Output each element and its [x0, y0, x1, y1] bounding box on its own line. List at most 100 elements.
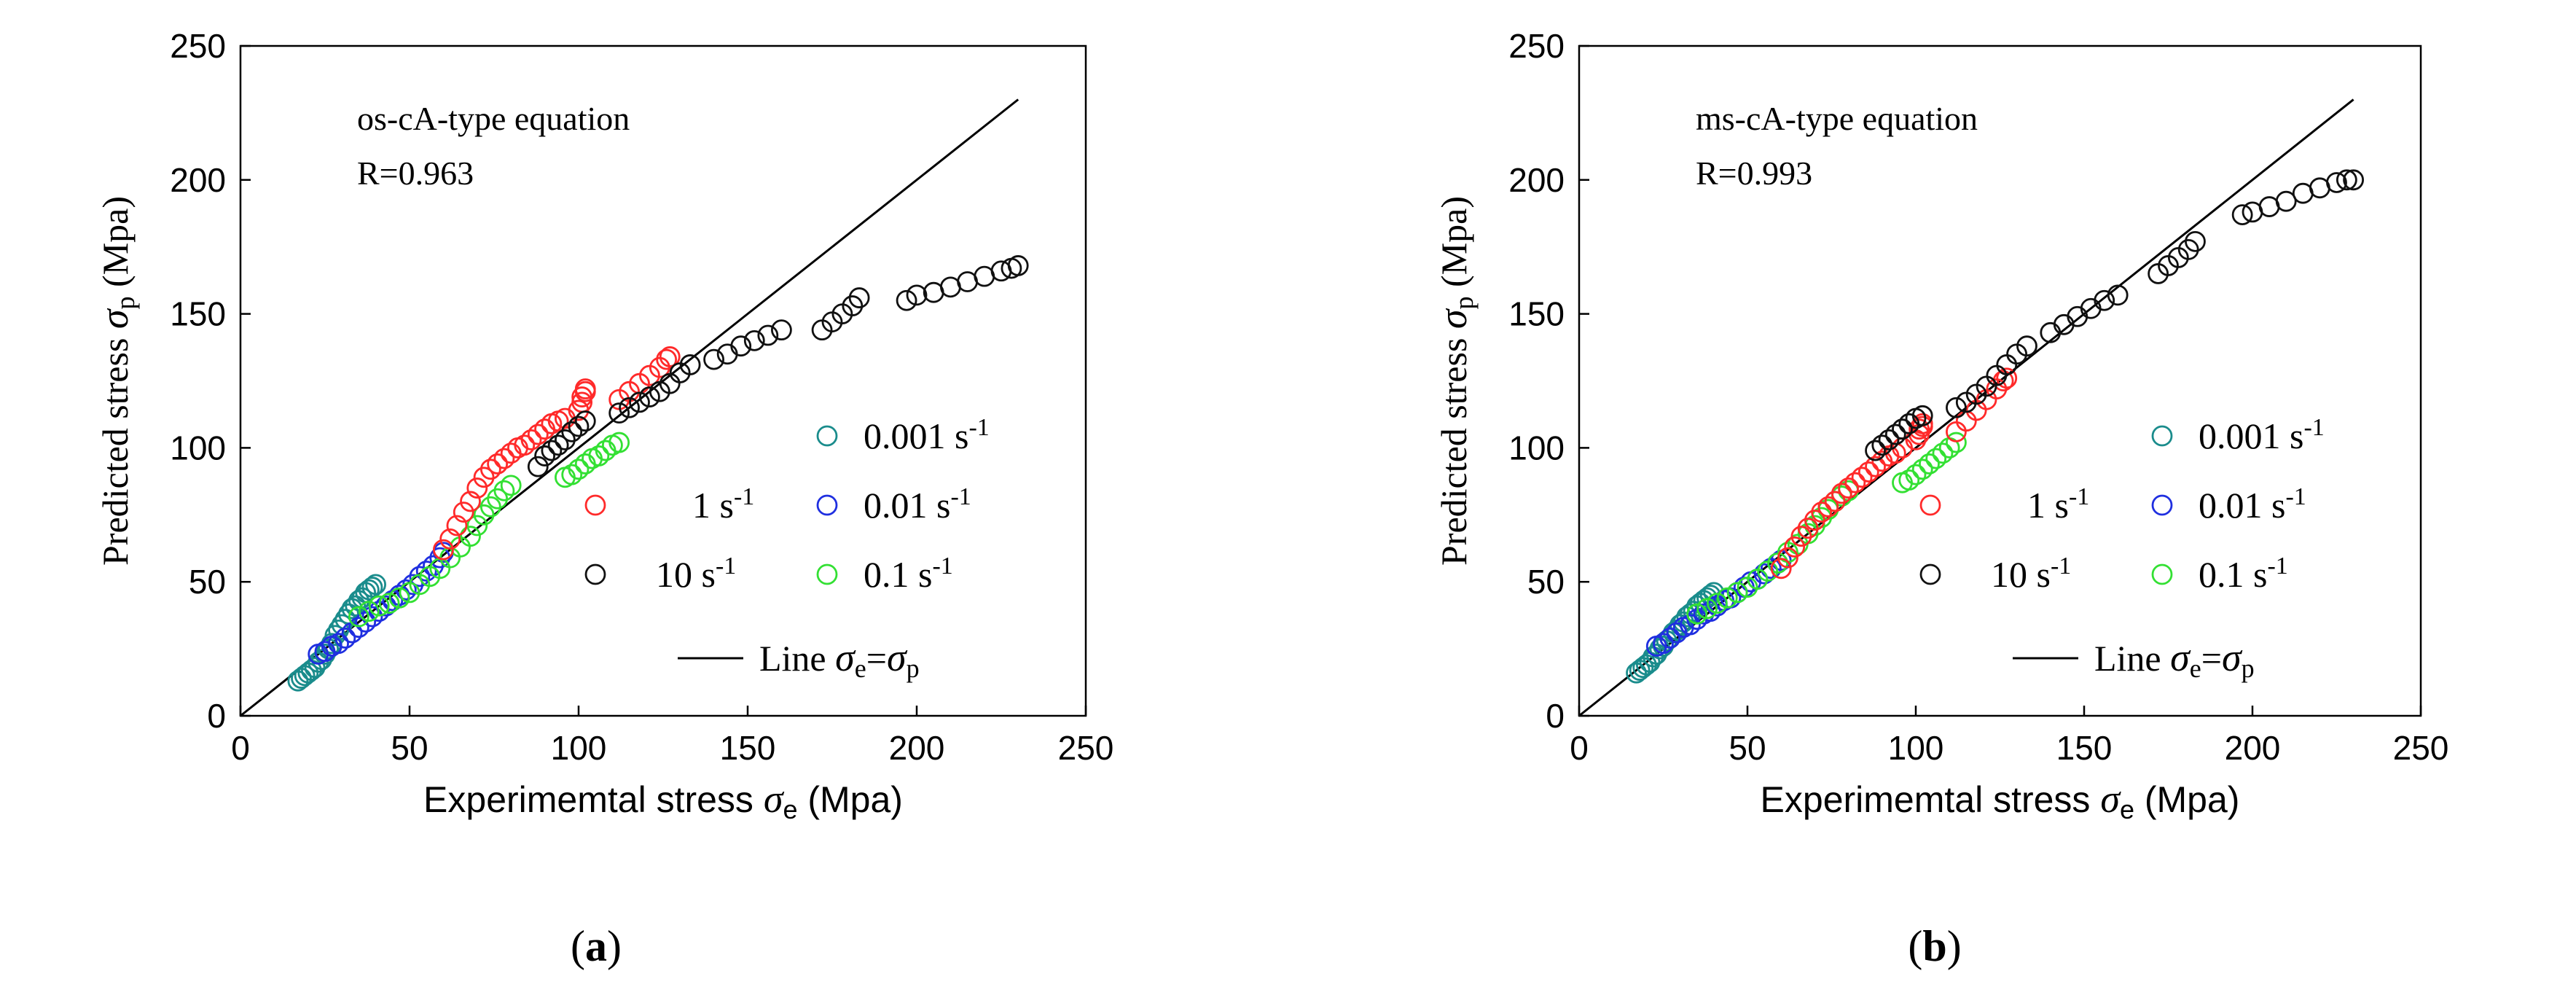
- data-point: [757, 324, 779, 346]
- legend-item: 0.01 s-1: [816, 483, 971, 526]
- data-point: [1716, 587, 1738, 609]
- data-point: [588, 445, 610, 467]
- data-point: [608, 432, 630, 453]
- data-point: [534, 445, 555, 467]
- equation-annotation: ms-cA-type equation: [1696, 100, 1978, 137]
- data-point: [1726, 582, 1748, 604]
- legend-marker: [2151, 494, 2173, 516]
- legend-label: 1 s-1: [2027, 483, 2089, 526]
- y-tick-label: 100: [1508, 429, 1565, 467]
- x-tick-label: 100: [1888, 729, 1944, 767]
- x-axis-label: Experimemtal stress σe (Mpa): [1761, 777, 2240, 824]
- panel-label: (a): [571, 922, 622, 970]
- data-point: [2185, 230, 2206, 252]
- data-point: [460, 491, 481, 512]
- data-point: [409, 566, 431, 588]
- data-point: [2040, 321, 2062, 343]
- x-tick-label: 50: [391, 729, 428, 767]
- data-point: [479, 496, 501, 518]
- data-point: [460, 526, 481, 547]
- data-point: [656, 348, 678, 370]
- series-10-s-1: [527, 255, 1029, 477]
- data-point: [1919, 453, 1940, 475]
- data-point: [659, 346, 681, 367]
- y-tick-label: 0: [207, 697, 226, 735]
- data-point: [1878, 429, 1900, 450]
- data-point: [479, 458, 501, 480]
- r-value-label: R=0.993: [1696, 155, 1812, 192]
- y-tick-label: 150: [170, 295, 226, 333]
- data-point: [730, 335, 752, 357]
- legend-marker: [816, 425, 838, 447]
- data-point: [1932, 442, 1954, 464]
- data-point: [2275, 190, 2297, 212]
- y-tick-label: 50: [1527, 563, 1565, 601]
- data-point: [1838, 477, 1860, 499]
- plot-frame: [1578, 44, 2422, 717]
- y-axis-label: Predicted stress σp (Mpa): [1431, 196, 1479, 566]
- legend-item: 10 s-1: [584, 553, 736, 595]
- data-point: [629, 391, 650, 413]
- data-point: [568, 458, 590, 480]
- y-tick-label: 150: [1508, 295, 1565, 333]
- legend-label: 0.001 s-1: [2199, 414, 2325, 457]
- data-point: [1884, 424, 1906, 445]
- y-tick-label: 200: [170, 161, 226, 199]
- equation-annotation: os-cA-type equation: [357, 100, 630, 137]
- data-point: [2067, 305, 2088, 327]
- y-tick-label: 200: [1508, 161, 1565, 199]
- legend-item: 0.001 s-1: [816, 414, 990, 457]
- data-point: [1946, 432, 1967, 453]
- x-tick-label: 50: [1729, 729, 1766, 767]
- y-tick-label: 0: [1546, 697, 1565, 735]
- data-point: [1911, 405, 1933, 426]
- data-point: [1946, 421, 1967, 442]
- data-point: [433, 539, 454, 561]
- data-point: [1831, 483, 1852, 504]
- data-point: [1653, 633, 1674, 655]
- legend-marker: [584, 494, 606, 516]
- data-point: [608, 402, 630, 424]
- legend-marker: [1919, 494, 1941, 516]
- data-point: [500, 475, 522, 496]
- legend-marker: [816, 563, 838, 585]
- y-tick-label: 100: [170, 429, 226, 467]
- data-point: [527, 424, 549, 445]
- y-tick-label: 250: [1508, 27, 1565, 65]
- data-point: [439, 528, 461, 550]
- data-point: [514, 434, 536, 456]
- x-tick-label: 0: [1570, 729, 1589, 767]
- data-point: [561, 464, 583, 485]
- legend-label: 0.001 s-1: [864, 414, 990, 457]
- data-point: [1659, 627, 1681, 649]
- legend-marker: [2151, 425, 2173, 447]
- legend-label: 0.1 s-1: [2199, 553, 2288, 596]
- series-0.1-s-1: [348, 432, 630, 628]
- data-point: [2094, 289, 2115, 311]
- legend-item: 0.001 s-1: [2151, 414, 2325, 457]
- data-point: [771, 319, 792, 341]
- data-point: [453, 502, 474, 523]
- data-point: [1871, 434, 1893, 456]
- data-point: [487, 453, 509, 475]
- data-point: [1908, 418, 1930, 440]
- data-point: [848, 287, 870, 308]
- legend-line-label: Line σe=σp: [2094, 636, 2255, 683]
- x-tick-label: 200: [2225, 729, 2281, 767]
- data-point: [466, 515, 488, 536]
- x-axis-label: Experimemtal stress σe (Mpa): [423, 777, 903, 824]
- y-tick-label: 250: [170, 27, 226, 65]
- data-point: [1946, 397, 1967, 418]
- y-axis-label: Predicted stress σp (Mpa): [93, 196, 140, 566]
- legend-label: 1 s-1: [692, 483, 754, 526]
- x-tick-label: 250: [1058, 729, 1114, 767]
- data-point: [1844, 472, 1866, 493]
- data-point: [2016, 335, 2037, 357]
- series-0.1-s-1: [1686, 432, 1967, 625]
- legend-item: 0.1 s-1: [816, 553, 953, 595]
- x-tick-label: 200: [889, 729, 945, 767]
- plot-frame: [239, 44, 1087, 717]
- data-point: [1770, 558, 1792, 579]
